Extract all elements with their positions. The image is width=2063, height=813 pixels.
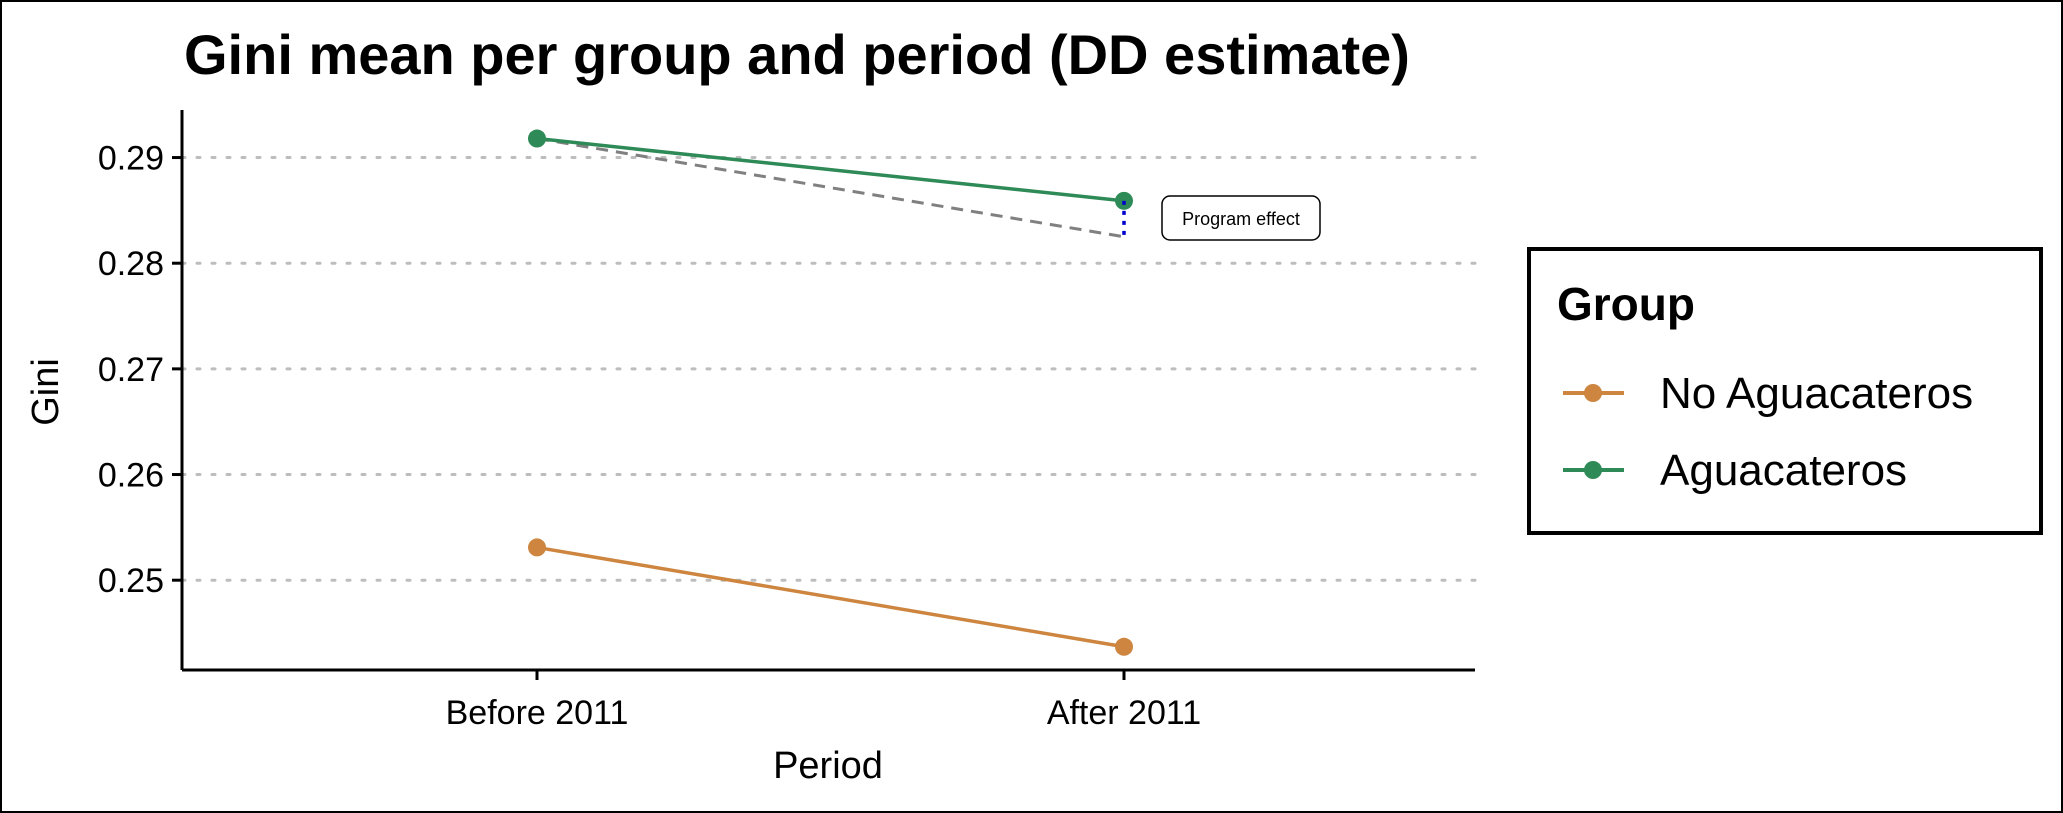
legend-label-no-aguacateros: No Aguacateros — [1660, 369, 1973, 418]
legend-items: No Aguacateros Aguacateros — [1563, 369, 1973, 495]
legend-label-aguacateros: Aguacateros — [1660, 446, 1907, 495]
legend: Group No Aguacateros Aguacateros — [1527, 247, 2043, 535]
data-point-no-aguacateros — [1115, 637, 1133, 656]
program-effect-label: Program effect — [1182, 209, 1300, 229]
y-tick-label: 0.27 — [98, 351, 164, 389]
y-gridlines — [180, 156, 1477, 582]
counterfactual-line — [536, 137, 1125, 239]
program-effect-annotation: Program effect — [1122, 195, 1321, 241]
series-lines — [536, 136, 1125, 649]
x-tick-label: After 2011 — [1047, 694, 1201, 732]
data-point-no-aguacateros — [528, 538, 546, 557]
legend-title: Group — [1557, 278, 1695, 330]
y-tick-label: 0.28 — [98, 245, 164, 283]
series-line-aguacateros — [536, 136, 1125, 203]
x-tick-label: Before 2011 — [446, 694, 629, 732]
series-line-no-aguacateros — [536, 545, 1125, 649]
legend-key-point-no-aguacateros — [1584, 384, 1602, 402]
chart-title: Gini mean per group and period (DD estim… — [184, 23, 1410, 86]
data-point-aguacateros — [528, 129, 546, 148]
y-tick-label: 0.29 — [98, 140, 164, 178]
x-axis-title: Period — [773, 745, 883, 787]
series-points — [528, 129, 1133, 656]
y-tick-label: 0.26 — [98, 457, 164, 495]
y-axis-ticks: 0.25 0.26 0.27 0.28 0.29 — [98, 140, 182, 600]
y-tick-label: 0.25 — [98, 562, 164, 600]
program-effect-label-box — [1161, 195, 1321, 241]
x-axis-ticks: Before 2011 After 2011 — [446, 670, 1201, 732]
y-axis-title: Gini — [25, 358, 67, 426]
legend-key-point-aguacateros — [1584, 461, 1602, 479]
